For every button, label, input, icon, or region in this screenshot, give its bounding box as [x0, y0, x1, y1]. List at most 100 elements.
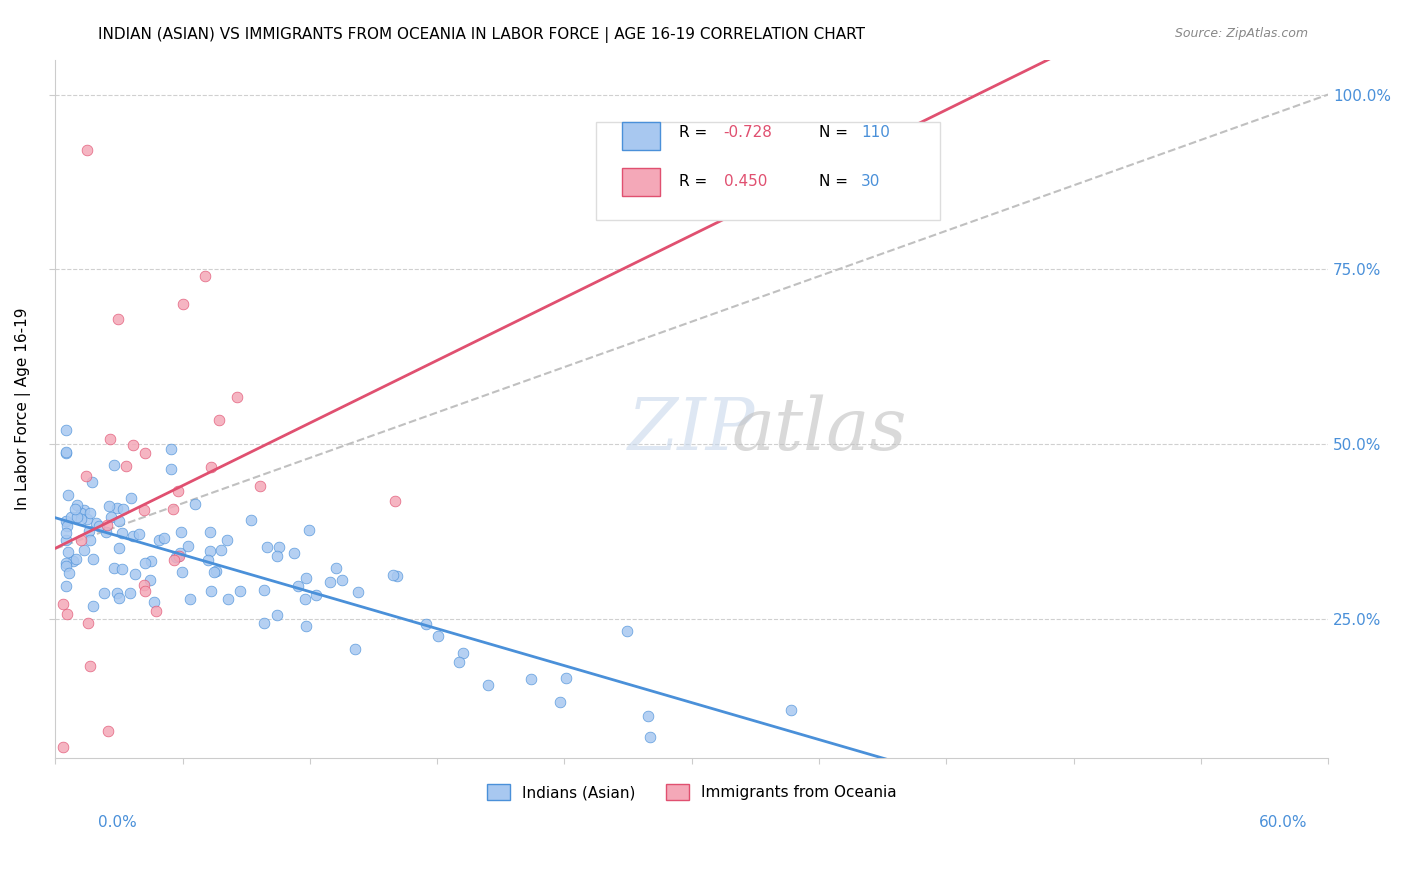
- Point: [76, 512, 98, 526]
- Point: [112, 501, 135, 516]
- Point: [55, 607, 77, 621]
- Point: [169, 546, 191, 560]
- Text: 60.0%: 60.0%: [1260, 814, 1308, 830]
- Point: [79, 659, 101, 673]
- Point: [58, 544, 80, 558]
- Point: [84, 516, 107, 530]
- Point: [294, 591, 316, 606]
- Point: [55, 526, 77, 541]
- Point: [297, 523, 319, 537]
- Point: [638, 730, 661, 744]
- Point: [66, 499, 89, 513]
- Point: [65, 552, 87, 566]
- Point: [124, 567, 146, 582]
- Point: [107, 591, 129, 606]
- Point: [160, 442, 183, 456]
- Point: [79, 533, 101, 548]
- Point: [134, 556, 156, 570]
- Point: [253, 583, 276, 598]
- Point: [108, 514, 131, 528]
- Point: [111, 525, 134, 540]
- Point: [55, 445, 77, 459]
- Point: [163, 552, 186, 566]
- Point: [134, 446, 156, 460]
- Point: [122, 438, 145, 452]
- Point: [55, 519, 77, 533]
- Point: [55, 514, 77, 528]
- Point: [77, 616, 100, 631]
- Point: [194, 269, 217, 284]
- Point: [105, 501, 128, 516]
- Text: -0.728: -0.728: [724, 126, 772, 140]
- Point: [139, 573, 162, 587]
- Point: [200, 460, 222, 475]
- Point: [132, 578, 155, 592]
- Point: [208, 413, 231, 427]
- Point: [55, 446, 77, 460]
- Point: [177, 539, 200, 553]
- Point: [79, 506, 101, 520]
- Point: [120, 585, 142, 599]
- Point: [200, 583, 222, 598]
- Point: [62, 554, 84, 568]
- Point: [179, 591, 201, 606]
- Point: [82, 599, 104, 613]
- Point: [75, 468, 97, 483]
- Point: [100, 509, 122, 524]
- Point: [162, 502, 184, 516]
- Point: [79, 524, 101, 538]
- Point: [98, 500, 121, 514]
- Point: [343, 642, 366, 657]
- Point: [141, 554, 163, 568]
- Point: [266, 608, 288, 623]
- Text: atlas: atlas: [731, 394, 907, 466]
- FancyBboxPatch shape: [621, 168, 659, 196]
- Text: ZIP: ZIP: [628, 394, 755, 466]
- Text: N =: N =: [820, 126, 853, 140]
- Point: [347, 584, 370, 599]
- Point: [96, 518, 118, 533]
- Point: [548, 695, 571, 709]
- Point: [111, 562, 134, 576]
- Point: [252, 616, 274, 631]
- Point: [616, 624, 638, 638]
- Point: [55, 556, 77, 570]
- Point: [426, 630, 449, 644]
- Point: [128, 527, 150, 541]
- Point: [107, 541, 129, 556]
- Point: [82, 552, 104, 566]
- Point: [381, 568, 404, 582]
- Point: [121, 529, 143, 543]
- Point: [115, 458, 138, 473]
- Point: [266, 549, 288, 563]
- Point: [200, 543, 222, 558]
- Point: [52, 739, 75, 754]
- Point: [415, 616, 437, 631]
- Point: [167, 549, 190, 563]
- Point: [107, 311, 129, 326]
- Point: [205, 564, 228, 578]
- Text: INDIAN (ASIAN) VS IMMIGRANTS FROM OCEANIA IN LABOR FORCE | AGE 16-19 CORRELATION: INDIAN (ASIAN) VS IMMIGRANTS FROM OCEANI…: [98, 27, 866, 43]
- Point: [93, 586, 115, 600]
- Point: [58, 488, 80, 502]
- Point: [477, 678, 499, 692]
- Point: [520, 672, 543, 686]
- Point: [283, 546, 305, 560]
- Point: [55, 423, 77, 437]
- Point: [120, 491, 142, 505]
- Point: [76, 144, 98, 158]
- Point: [225, 390, 247, 404]
- Point: [637, 708, 659, 723]
- Point: [305, 588, 328, 602]
- Point: [294, 619, 316, 633]
- Point: [89, 518, 111, 533]
- Point: [172, 297, 194, 311]
- Point: [170, 565, 193, 579]
- Text: N =: N =: [820, 174, 853, 189]
- Point: [287, 579, 309, 593]
- Point: [228, 583, 250, 598]
- Point: [215, 533, 238, 548]
- Text: 30: 30: [860, 174, 880, 189]
- Point: [202, 565, 225, 579]
- Point: [142, 595, 165, 609]
